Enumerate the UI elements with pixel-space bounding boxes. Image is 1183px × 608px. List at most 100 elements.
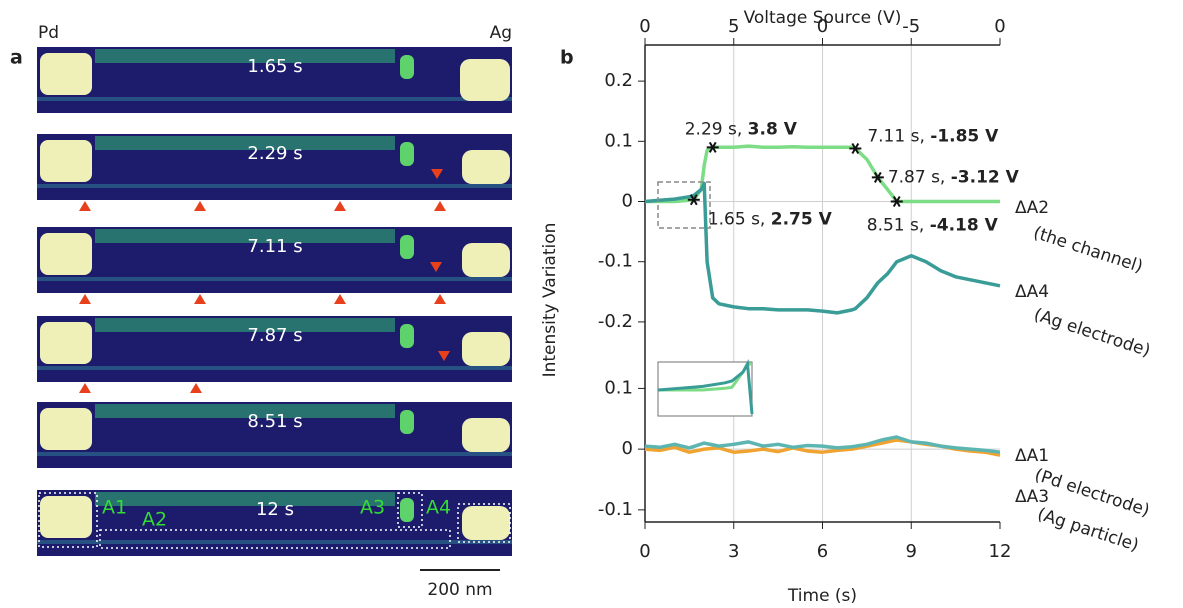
region-label: A4 — [426, 497, 451, 519]
ag-electrode — [460, 59, 510, 101]
ag-electrode — [462, 418, 510, 452]
legend-sublabel: (Ag electrode) — [1031, 305, 1152, 361]
micrograph-band — [37, 452, 512, 456]
micrograph-band — [95, 136, 395, 150]
y-tick-label: 0.1 — [604, 377, 633, 398]
frame-time: 8.51 s — [247, 411, 302, 432]
y-tick-label: -0.1 — [598, 251, 633, 272]
arrow-marker — [430, 262, 442, 272]
legend-label: ΔA3 — [1015, 487, 1049, 507]
data-line — [644, 181, 1001, 315]
region-label: A1 — [102, 497, 127, 519]
data-line — [644, 435, 1001, 454]
y-tick-label: -0.2 — [598, 311, 633, 332]
zoom-box — [657, 181, 711, 229]
annotation-voltage: 2.75 V — [771, 210, 833, 230]
ag-particle — [400, 55, 414, 79]
legend-sublabel: (the channel) — [1031, 223, 1145, 277]
annotation-time: 7.11 s, — [867, 127, 925, 147]
x-tick-label: -5 — [902, 16, 920, 37]
micrograph-band — [37, 277, 512, 281]
region-outline — [397, 492, 423, 528]
x-tick-label: 3 — [728, 541, 739, 562]
region-label: A2 — [142, 509, 167, 531]
ag-electrode — [462, 506, 510, 540]
arrow-marker — [194, 294, 206, 304]
frame-time: 12 s — [256, 499, 294, 520]
region-outline — [38, 492, 98, 548]
x-axis-title: Time (s) — [787, 586, 857, 606]
arrow-marker — [438, 351, 450, 361]
annotation-time: 7.87 s, — [888, 167, 946, 187]
ag-particle — [400, 235, 414, 259]
frame-time: 7.87 s — [247, 325, 302, 346]
frame-time: 1.65 s — [247, 56, 302, 77]
electrode-label: Ag — [490, 23, 512, 43]
legend-label: ΔA2 — [1015, 198, 1049, 218]
ag-particle — [400, 142, 414, 166]
scale-bar-label: 200 nm — [427, 580, 492, 600]
x-tick-label: 0 — [639, 541, 650, 562]
inset-line — [657, 359, 754, 415]
ag-particle — [400, 498, 414, 522]
ag-electrode — [462, 150, 510, 184]
arrow-marker — [431, 169, 443, 179]
annotation: 1.65 s, 2.75 V — [708, 210, 833, 230]
asterisk-marker — [687, 194, 700, 206]
y-tick-label: -0.1 — [598, 499, 633, 520]
annotation-voltage: -3.12 V — [951, 167, 1020, 187]
ag-particle — [400, 324, 414, 348]
panel-label: a — [10, 47, 23, 69]
micrograph-band — [95, 318, 395, 332]
electrode-label: Pd — [38, 23, 59, 43]
region-outline — [99, 529, 451, 549]
x-tick-label: 0 — [994, 16, 1005, 37]
asterisk-marker — [890, 195, 903, 208]
annotation-time: 1.65 s, — [708, 210, 766, 230]
y-tick-label: 0 — [622, 438, 633, 459]
x2-axis-title: Voltage Source (V) — [744, 8, 902, 28]
arrow-marker — [79, 383, 91, 393]
micrograph-band — [95, 49, 395, 63]
annotation-voltage: 3.8 V — [748, 119, 798, 139]
asterisk-marker — [871, 171, 884, 183]
arrow-marker — [190, 383, 202, 393]
arrow-marker — [334, 201, 346, 211]
micrograph-band — [95, 492, 395, 506]
frame-time: 2.29 s — [247, 143, 302, 164]
y-axis-title: Intensity Variation — [540, 223, 560, 378]
annotation: 7.11 s, -1.85 V — [867, 127, 999, 147]
arrow-marker — [434, 201, 446, 211]
region-label: A3 — [360, 497, 385, 519]
asterisk-marker — [706, 141, 719, 153]
x-tick-label: 0 — [817, 16, 828, 37]
arrow-marker — [194, 201, 206, 211]
arrow-marker — [334, 294, 346, 304]
pd-electrode — [40, 53, 92, 95]
micrograph-band — [37, 540, 512, 544]
legend-label: ΔA1 — [1015, 446, 1049, 466]
frame-time: 7.11 s — [247, 236, 302, 257]
annotation: 8.51 s, -4.18 V — [867, 216, 999, 236]
micrograph-band — [37, 97, 512, 101]
pd-electrode — [40, 140, 92, 182]
pd-electrode — [40, 233, 92, 275]
x-tick-label: 0 — [639, 16, 650, 37]
legend-label: ΔA4 — [1015, 282, 1049, 302]
micrograph-band — [37, 184, 512, 188]
annotation-voltage: -4.18 V — [930, 216, 999, 236]
ag-electrode — [462, 332, 510, 366]
micrograph-band — [37, 366, 512, 370]
pd-electrode — [40, 496, 92, 538]
micrograph-band — [95, 229, 395, 243]
y-tick-label: 0 — [622, 191, 633, 212]
asterisk-marker — [849, 143, 862, 155]
panel-label: b — [560, 47, 574, 69]
annotation: 2.29 s, 3.8 V — [685, 119, 798, 139]
annotation-voltage: -1.85 V — [930, 127, 999, 147]
ag-particle — [400, 410, 414, 434]
pd-electrode — [40, 322, 92, 364]
y-tick-label: 0.2 — [604, 70, 633, 91]
annotation-time: 8.51 s, — [867, 216, 925, 236]
